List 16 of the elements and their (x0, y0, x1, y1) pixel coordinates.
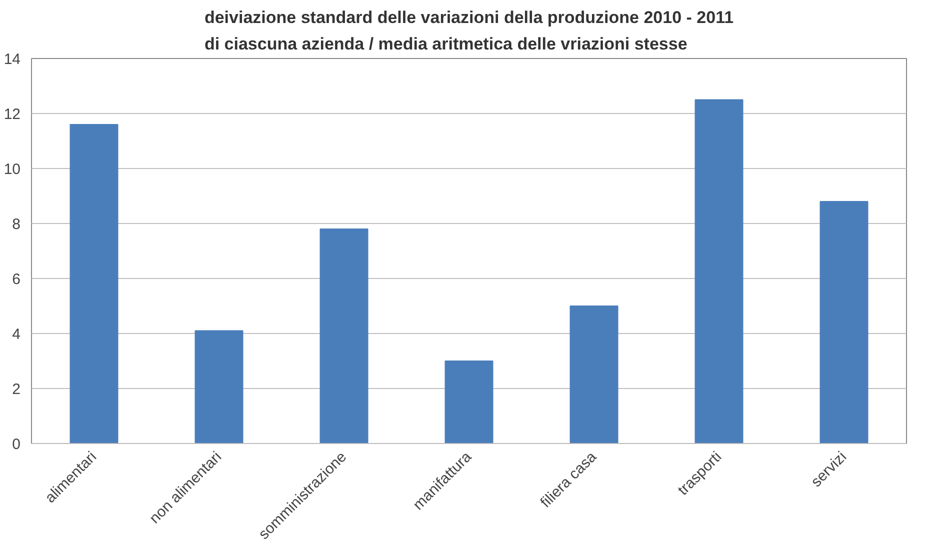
chart-title: deiviazione standard delle variazioni della produzione 2010 - 2011 di ciascuna azienda / media aritmetica delle vriazioni stesse (204, 8, 734, 54)
y-tick-label: 12 (4, 106, 21, 123)
y-tick-label: 8 (12, 216, 20, 233)
y-tick-label: 4 (12, 326, 20, 343)
y-tick-label: 6 (12, 271, 20, 288)
y-tick-label: 0 (12, 436, 20, 453)
y-tick-label: 2 (12, 381, 20, 398)
bar (194, 330, 244, 444)
bar (694, 99, 744, 444)
y-tick-label: 14 (4, 51, 21, 68)
bar (70, 124, 118, 444)
bar (444, 360, 494, 444)
bar (570, 306, 618, 444)
bar (820, 201, 868, 444)
y-tick-label: 10 (4, 161, 21, 178)
bar (320, 228, 368, 444)
